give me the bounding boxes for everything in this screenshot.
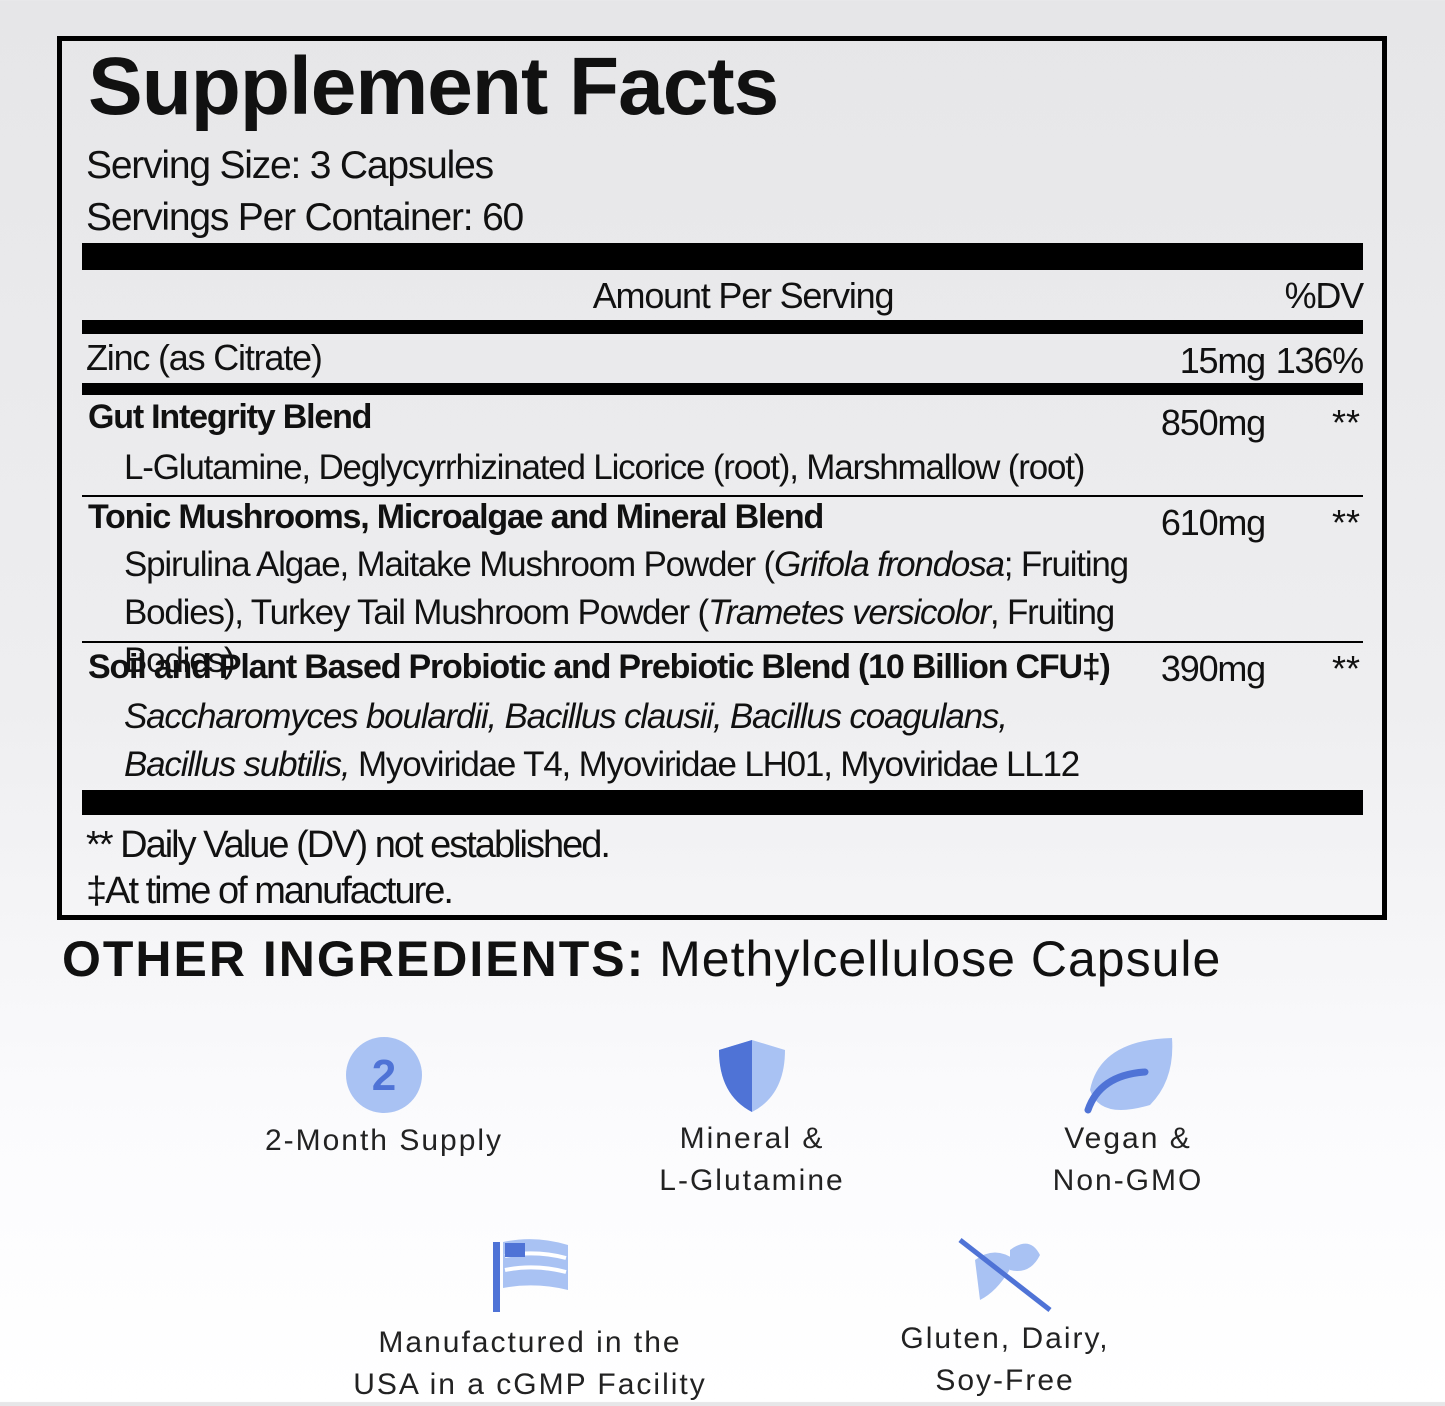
blend-dv: ** [1331, 502, 1360, 543]
allergen-icon [958, 1238, 1052, 1312]
footnote: ‡At time of manufacture. [86, 870, 454, 912]
ingredient-text: Myoviridae T4, Myoviridae LH01, Myovirid… [349, 745, 1080, 784]
nutrient-dv: 136% [1275, 340, 1364, 381]
blend-name: Gut Integrity Blend [88, 398, 372, 436]
blend-dv: ** [1331, 402, 1360, 443]
other-ingredients: OTHER INGREDIENTS: Methylcellulose Capsu… [62, 930, 1221, 988]
amount-header: Amount Per Serving [592, 275, 895, 316]
rule [82, 383, 1363, 395]
serving-size: Serving Size: 3 Capsules [86, 144, 494, 187]
blend-ingredients: Spirulina Algae, Maitake Mushroom Powder… [124, 541, 1144, 685]
flag-icon [493, 1242, 500, 1312]
badge-label: Mineral & L-Glutamine [602, 1118, 902, 1202]
badge-label: Manufactured in the USA in a cGMP Facilit… [320, 1322, 740, 1406]
badge-line: Vegan & [1064, 1122, 1192, 1155]
ingredient-text: Saccharomyces boulardii, Bacillus clausi… [124, 697, 1008, 784]
blend-name: Tonic Mushrooms, Microalgae and Mineral … [88, 498, 824, 536]
rule [82, 320, 1363, 334]
blend-dv: ** [1331, 648, 1360, 689]
ingredient-text: L-Glutamine, Deglycyrrhizinated Licorice… [124, 448, 1085, 487]
badge-line: L-Glutamine [659, 1164, 845, 1197]
ingredient-text: ; Fruiting Bodies), Turkey Tail Mushroom… [124, 545, 1129, 632]
rule [82, 495, 1363, 497]
other-ingredients-value: Methylcellulose Capsule [659, 931, 1222, 987]
blend-amount: 390mg [1160, 648, 1266, 689]
nutrient-name: Zinc (as Citrate) [86, 337, 323, 378]
shield-icon [719, 1040, 752, 1112]
badge-line: Soy-Free [935, 1364, 1075, 1397]
dv-header: %DV [1284, 275, 1365, 316]
rule [82, 243, 1363, 270]
ingredient-text: Trametes versicolor [708, 593, 991, 632]
ingredient-text: Grifola frondosa [773, 545, 1005, 584]
badge-label: Gluten, Dairy, Soy-Free [855, 1318, 1155, 1402]
badge-label: Vegan & Non-GMO [978, 1118, 1278, 1202]
badge-icons: 2 [346, 1037, 1173, 1312]
blend-amount: 610mg [1160, 502, 1266, 543]
other-ingredients-label: OTHER INGREDIENTS: [62, 931, 646, 987]
blend-amount: 850mg [1160, 402, 1266, 443]
allergen-icon [975, 1243, 1040, 1300]
footnote: ** Daily Value (DV) not established. [86, 824, 611, 866]
rule [82, 641, 1363, 643]
rule [82, 790, 1363, 815]
badge-line: Non-GMO [1052, 1164, 1204, 1197]
ingredient-text: Spirulina Algae, Maitake Mushroom Powder… [124, 545, 775, 584]
badge-line: 2-Month Supply [264, 1124, 504, 1157]
blend-ingredients: L-Glutamine, Deglycyrrhizinated Licorice… [124, 444, 1224, 492]
badge-line: Gluten, Dairy, [900, 1322, 1110, 1355]
icon-circle [346, 1037, 422, 1113]
ingredient-text: , Fruiting Bodies) [124, 593, 1115, 680]
icon-text: 2 [372, 1051, 396, 1100]
title: Supplement Facts [88, 41, 779, 132]
facts-box [57, 36, 1387, 920]
flag-icon [505, 1243, 525, 1257]
leaf-icon [1084, 1068, 1149, 1114]
servings-per-container: Servings Per Container: 60 [86, 196, 524, 239]
blend-ingredients: Saccharomyces boulardii, Bacillus clausi… [124, 693, 1084, 789]
badge-line: Manufactured in the [378, 1326, 682, 1359]
badge-line: USA in a cGMP Facility [353, 1368, 707, 1401]
badge-line: Mineral & [679, 1122, 825, 1155]
badge-label: 2-Month Supply [234, 1120, 534, 1162]
blend-name: Soil and Plant Based Probiotic and Prebi… [88, 648, 1111, 686]
nutrient-amount: 15mg [1179, 340, 1266, 381]
